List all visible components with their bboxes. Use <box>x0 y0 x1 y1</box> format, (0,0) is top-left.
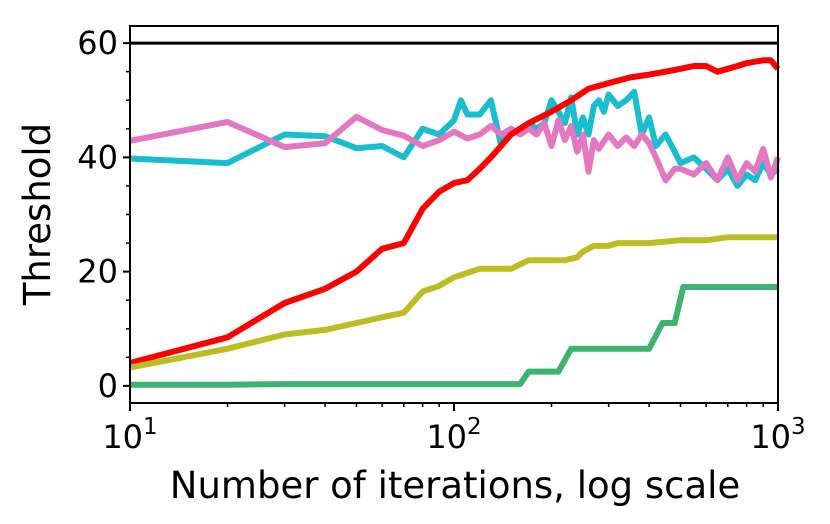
x-axis-label: Number of iterations, log scale <box>170 464 740 507</box>
tick-layer: 0 20 40 60 101 102 103 <box>77 24 805 456</box>
series-line-4 <box>129 234 778 371</box>
y-tick-label: 0 <box>98 367 118 405</box>
series-line-3 <box>129 57 781 366</box>
y-tick-label: 60 <box>77 24 118 62</box>
series-line-2 <box>129 113 781 184</box>
y-axis-label: Threshold <box>16 123 59 306</box>
x-tick-label: 102 <box>426 414 481 456</box>
y-tick-label: 40 <box>77 138 118 176</box>
y-tick-label: 20 <box>77 253 118 291</box>
x-tick-label: 103 <box>750 414 805 456</box>
series-line-5 <box>130 284 778 388</box>
series-layer <box>129 57 781 388</box>
x-tick-label: 101 <box>102 414 157 456</box>
